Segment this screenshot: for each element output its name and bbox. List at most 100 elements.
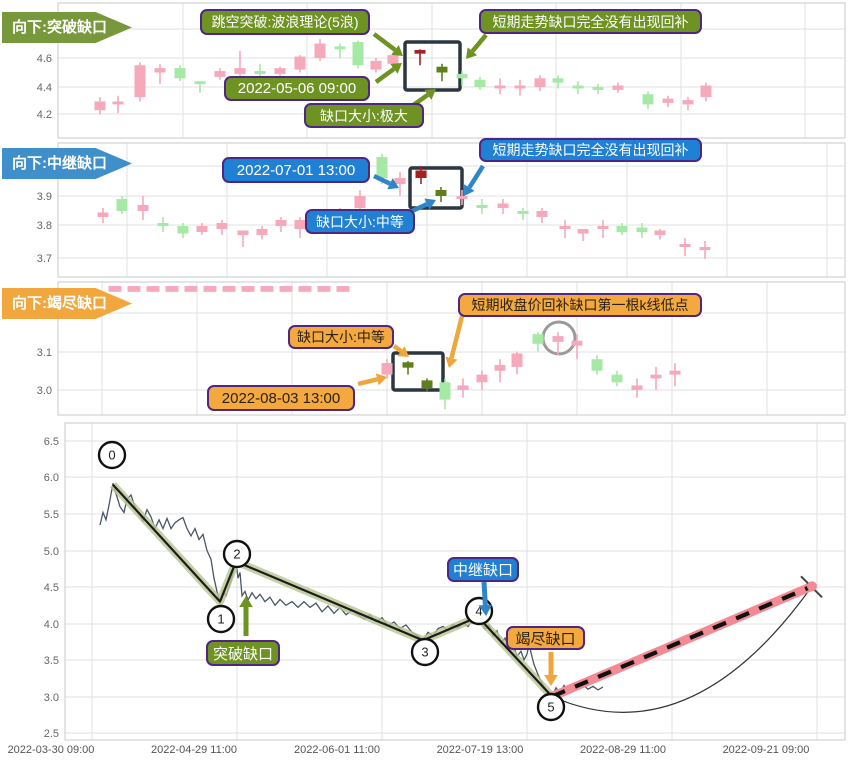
wave-label-1: 1 [206,604,236,634]
pointer-arrowhead [544,675,558,686]
candle-body [552,78,564,83]
svg-text:1: 1 [217,612,224,627]
candle-body [134,65,146,98]
x-axis-tick: 2022-09-21 09:00 [723,744,810,756]
annotation-label: 2022-05-06 09:00 [224,76,370,101]
candle-body [402,362,414,368]
y-axis-tick: 3.0 [37,385,52,397]
y-axis-tick: 2.5 [44,728,59,740]
candle-body [294,220,306,229]
candle-body [94,101,106,111]
pointer-arrow [470,33,488,53]
candle-body [237,230,249,235]
candle-body [137,205,149,211]
candle-body [669,370,681,375]
candle-body [196,226,208,232]
candle-body [274,68,286,74]
panel-wave_overview: 6.5 6.0 5.5 5.0 4.5 4.0 3.5 3.0 2.5 2022-03-30 09… [8,422,846,756]
y-axis-tick: 4.0 [44,619,59,631]
pointer-arrow [357,377,378,387]
candle-body [376,157,388,178]
candle-body [415,170,427,178]
arrows-exhaustion_gap [357,315,465,387]
y-axis-tick: 5.5 [44,509,59,521]
svg-text:4: 4 [475,604,482,619]
candle-body [592,87,604,90]
candle-body [127,286,141,292]
x-axis-tick: 2022-07-19 13:00 [437,744,524,756]
candle-body [216,223,228,229]
candle-body [421,380,433,389]
y-axis-tick: 3.7 [37,253,52,265]
candle-body [254,71,266,74]
pointer-arrowhead [478,604,493,616]
candle-body [534,78,546,87]
pointer-arrowhead [387,178,399,190]
arrows-continuation_gap [373,164,485,215]
candle-body [177,226,189,234]
candle-body [260,286,274,292]
candle-body [511,353,523,367]
y-axis-tick: 4.2 [37,109,52,121]
annotation-label: 突破缺口 [206,640,280,666]
x-axis-tick: 2022-08-29 11:00 [580,744,666,756]
x-axis-tick: 2022-03-30 09:00 [8,744,95,756]
annotation-label: 缺口大小:极大 [304,103,424,128]
candle-body [456,196,468,199]
candle-body [184,286,198,292]
candle-body [112,101,124,105]
pointer-arrow [374,67,396,84]
candles-breakaway_gap [94,39,712,115]
candle-body [116,199,128,211]
pointer-arrowhead [390,63,402,74]
projection-line-glow [547,581,817,701]
wave-label-5: 5 [536,692,566,722]
candle-body [146,286,160,292]
x-axis-tick: 2022-06-01 11:00 [294,744,380,756]
wave-label-2: 2 [222,539,252,569]
candle-body [597,226,609,229]
candle-body [435,190,447,196]
y-axis-tick: 4.5 [44,582,59,594]
x-axis-tick: 2022-04-29 11:00 [151,744,237,756]
y-axis-tick: 3.8 [37,220,52,232]
annotation-label: 2022-08-03 13:00 [207,385,355,411]
candles-continuation_gap [97,154,711,259]
candle-body [414,50,426,54]
price-line [99,483,604,698]
candle-body [457,385,469,390]
candle-body [611,374,623,383]
candle-body [294,56,306,70]
candle-body [571,340,583,346]
y-axis-tick: 5.0 [44,546,59,558]
y-axis-tick: 3.0 [44,692,59,704]
gap-highlight-box [408,166,464,210]
svg-text:3: 3 [421,645,428,660]
annotation-label: 短期走势缺口完全没有出现回补 [479,138,702,162]
candle-body [631,385,643,390]
candle-body [642,94,654,105]
candle-body [612,85,624,90]
candle-body [699,247,711,250]
candle-body [591,359,603,371]
candle-body [203,286,217,292]
candle-body [194,81,206,85]
annotation-label: 中继缺口 [447,557,519,582]
pointer-arrow [392,344,403,353]
candle-body [370,60,382,70]
candle-body [174,68,186,79]
annotation-label: 缺口大小:中等 [288,325,394,349]
svg-text:0: 0 [108,448,115,463]
pointer-arrow [373,173,391,186]
candle-body [536,211,548,217]
annotation-label: 竭尽缺口 [506,626,585,650]
annotation-label: 缺口大小:中等 [305,209,415,234]
y-axis-tick: 6.5 [44,436,59,448]
candle-body [241,286,255,292]
candle-body [514,85,526,89]
svg-text:2: 2 [233,547,240,562]
candle-body [317,286,331,292]
candle-body [474,79,486,87]
pointer-arrowhead [397,346,409,357]
